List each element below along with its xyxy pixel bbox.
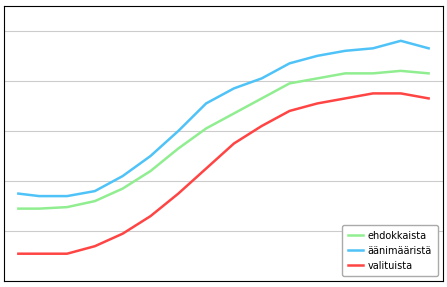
äänimääristä <box>426 46 431 50</box>
valituista <box>176 192 181 195</box>
valituista <box>16 252 21 255</box>
valituista <box>203 167 209 170</box>
äänimääristä <box>370 46 375 50</box>
ehdokkaista <box>370 72 375 75</box>
Legend: ehdokkaista, äänimääristä, valituista: ehdokkaista, äänimääristä, valituista <box>342 225 438 276</box>
ehdokkaista <box>92 199 97 203</box>
valituista <box>231 142 236 145</box>
ehdokkaista <box>315 77 320 80</box>
äänimääristä <box>37 194 42 198</box>
valituista <box>370 92 375 95</box>
ehdokkaista <box>426 72 431 75</box>
ehdokkaista <box>287 82 292 85</box>
äänimääristä <box>259 77 265 80</box>
valituista <box>259 124 265 128</box>
äänimääristä <box>342 49 348 53</box>
ehdokkaista <box>148 169 153 173</box>
Line: valituista: valituista <box>18 93 429 254</box>
äänimääristä <box>231 87 236 90</box>
ehdokkaista <box>203 127 209 130</box>
valituista <box>342 97 348 100</box>
ehdokkaista <box>16 207 21 210</box>
Line: äänimääristä: äänimääristä <box>18 41 429 196</box>
äänimääristä <box>176 129 181 133</box>
valituista <box>287 109 292 113</box>
ehdokkaista <box>342 72 348 75</box>
äänimääristä <box>203 102 209 105</box>
valituista <box>92 245 97 248</box>
ehdokkaista <box>176 147 181 150</box>
äänimääristä <box>16 192 21 195</box>
ehdokkaista <box>120 187 125 190</box>
äänimääristä <box>398 39 404 42</box>
äänimääristä <box>120 174 125 178</box>
valituista <box>64 252 70 255</box>
valituista <box>37 252 42 255</box>
ehdokkaista <box>231 112 236 115</box>
ehdokkaista <box>259 97 265 100</box>
Line: ehdokkaista: ehdokkaista <box>18 71 429 209</box>
ehdokkaista <box>398 69 404 73</box>
äänimääristä <box>92 189 97 193</box>
äänimääristä <box>287 62 292 65</box>
valituista <box>315 102 320 105</box>
äänimääristä <box>315 54 320 58</box>
äänimääristä <box>64 194 70 198</box>
äänimääristä <box>148 154 153 158</box>
valituista <box>148 214 153 218</box>
valituista <box>120 232 125 235</box>
valituista <box>398 92 404 95</box>
ehdokkaista <box>37 207 42 210</box>
valituista <box>426 97 431 100</box>
ehdokkaista <box>64 205 70 209</box>
